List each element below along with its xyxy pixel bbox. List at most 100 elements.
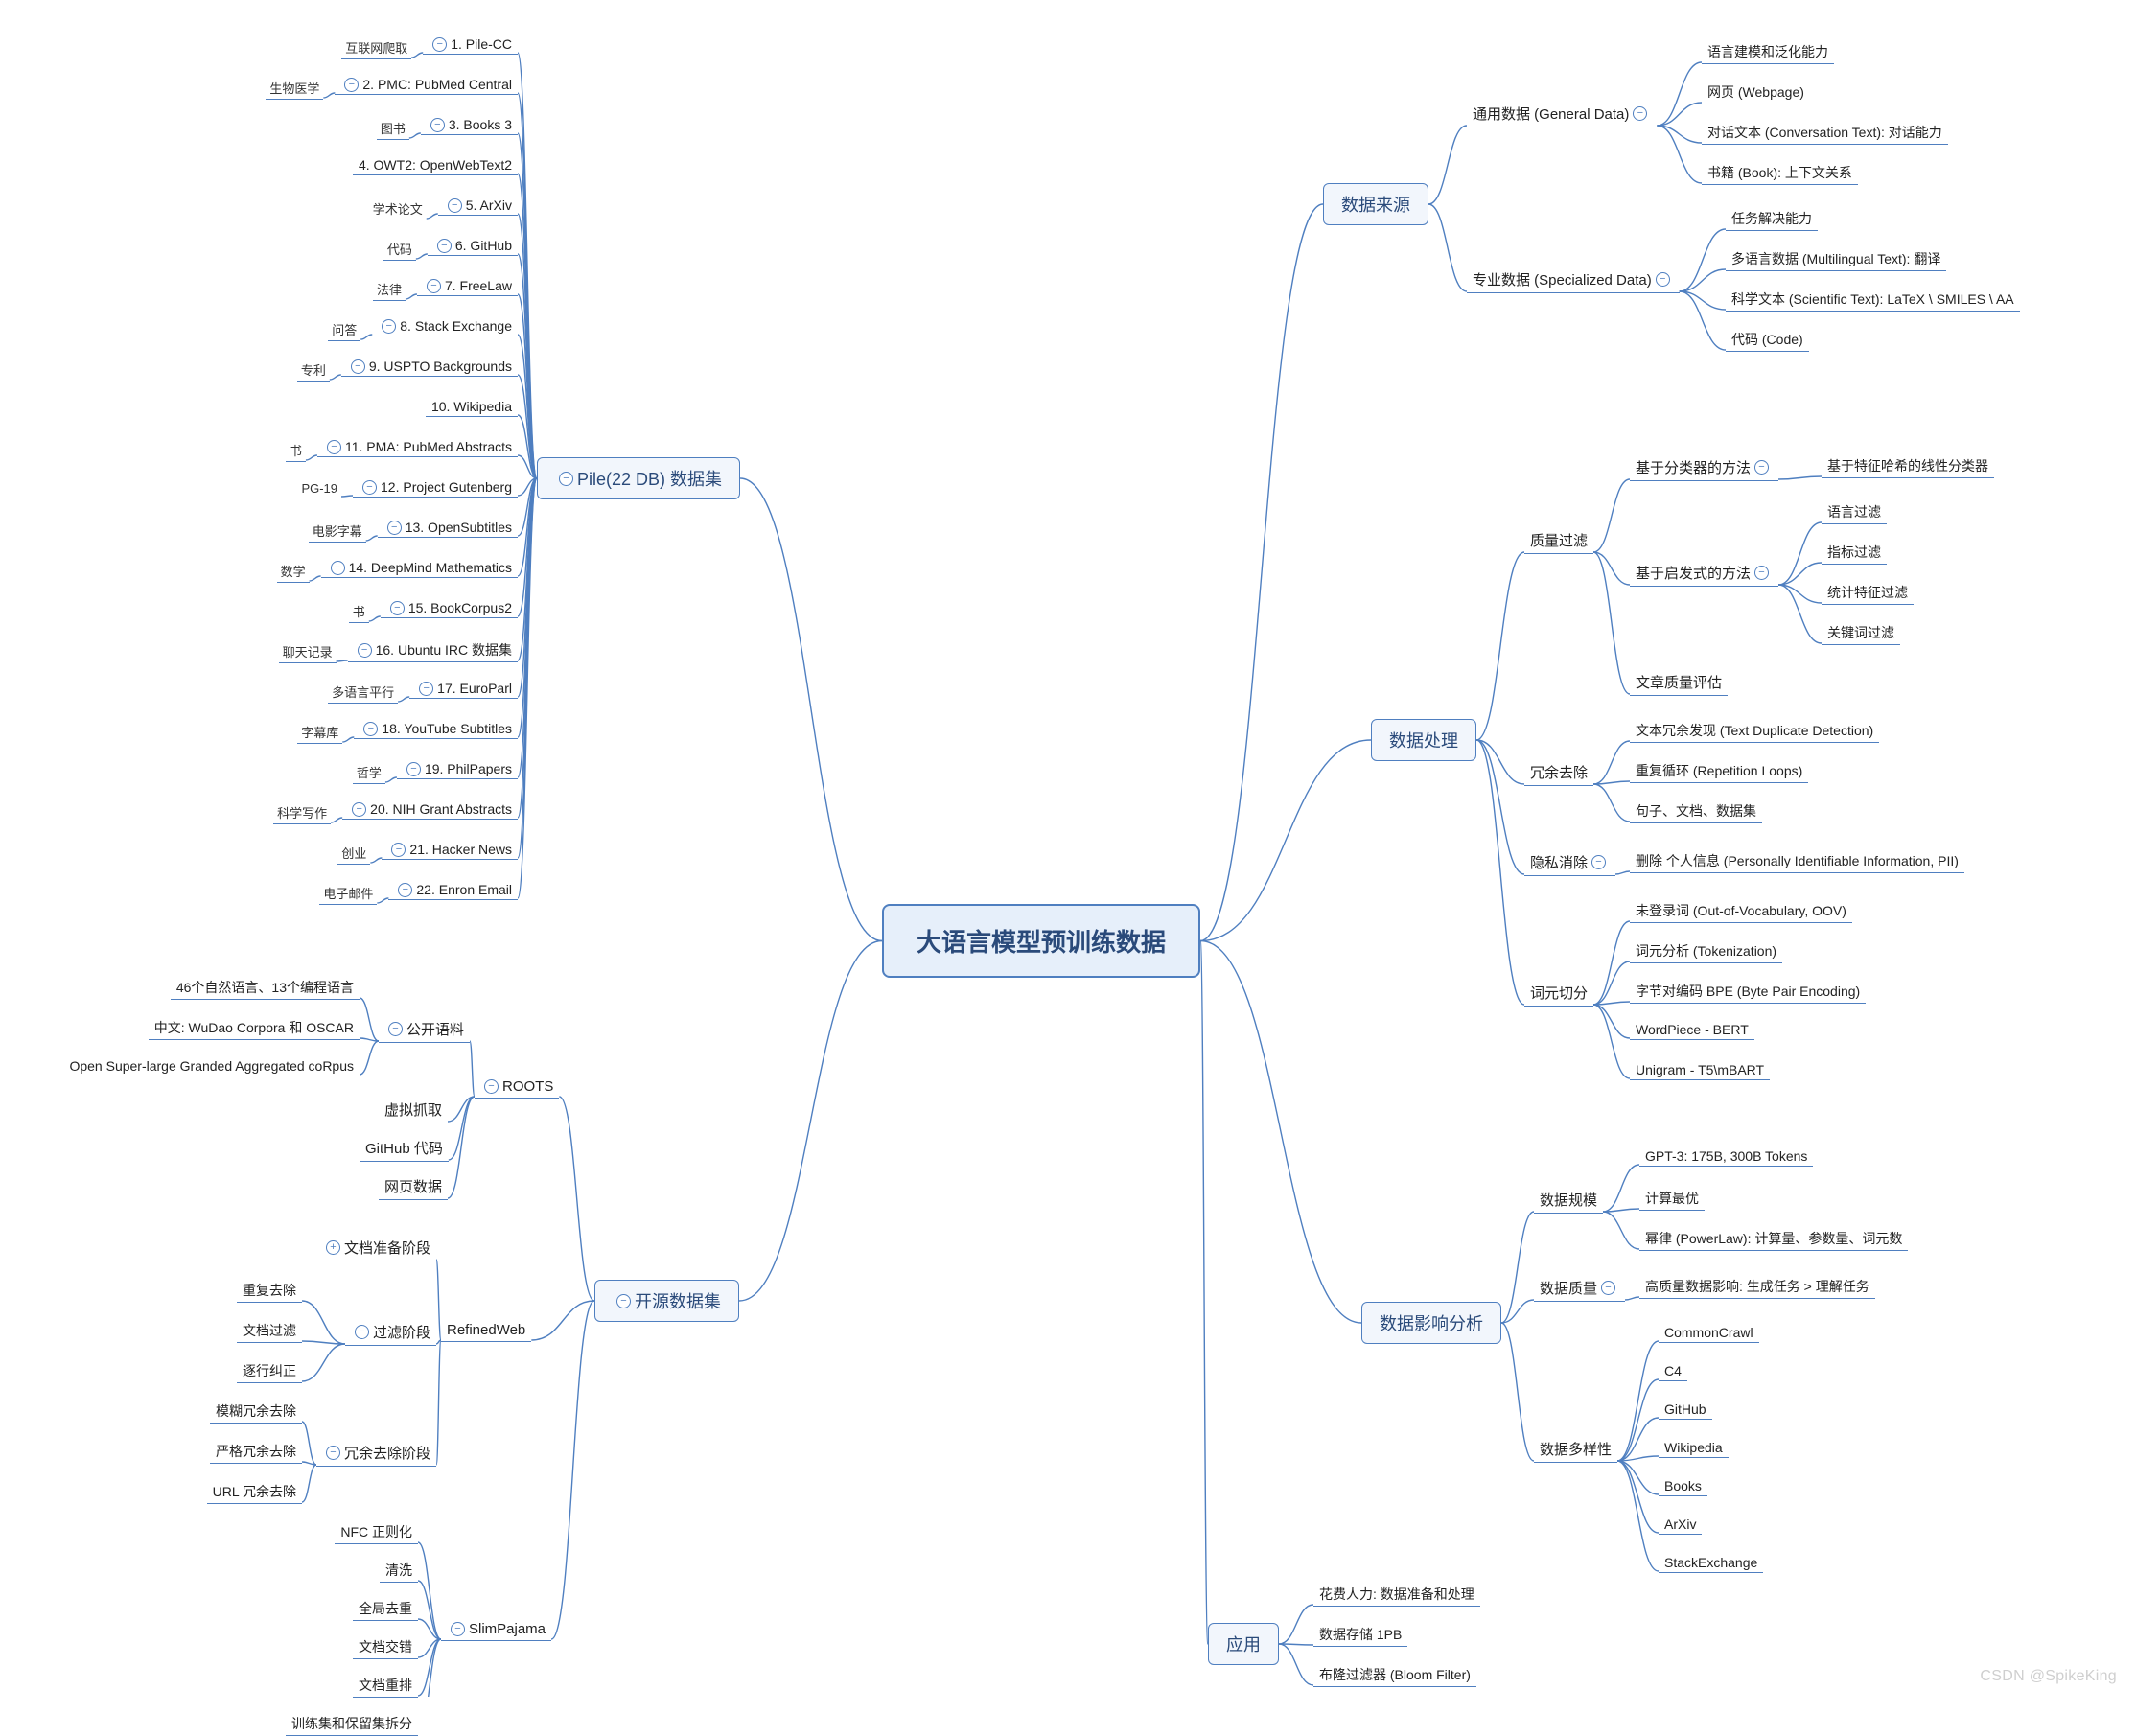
collapse-icon[interactable]: − [484,1079,499,1094]
branch-pile: −Pile(22 DB) 数据集 [537,457,740,499]
collapse-icon[interactable]: − [616,1294,631,1308]
collapse-icon[interactable]: − [1633,106,1647,121]
sub2: 基于分类器的方法− [1630,454,1778,481]
leaf: GPT-3: 175B, 300B Tokens [1639,1146,1813,1167]
watermark: CSDN @SpikeKing [1980,1668,2117,1685]
pile-item-17-label: 18. YouTube Subtitles [382,721,512,736]
collapse-icon[interactable]: − [398,883,412,897]
pile-tag-1: 生物医学 [266,77,323,100]
os-sub2: −过滤阶段 [345,1319,436,1346]
leaf: 科学文本 (Scientific Text): LaTeX \ SMILES \… [1726,288,2020,312]
collapse-icon[interactable]: − [419,682,433,696]
collapse-icon[interactable]: − [437,239,452,253]
root-node: 大语言模型预训练数据 [882,904,1200,978]
os-sub-label: SlimPajama [469,1621,546,1637]
pile-item-4-label: 5. ArXiv [466,197,512,213]
collapse-icon[interactable]: − [327,440,341,454]
collapse-icon[interactable]: − [351,359,365,374]
collapse-icon[interactable]: − [427,279,441,293]
collapse-icon[interactable]: − [358,643,372,658]
collapse-icon[interactable]: − [331,561,345,575]
pile-tag-14: 书 [349,600,369,623]
pile-item-11-label: 12. Project Gutenberg [381,479,512,495]
expand-icon[interactable]: + [326,1240,340,1255]
leaf: 模糊冗余去除 [210,1400,302,1424]
pile-item-11: −12. Project Gutenberg [353,477,518,498]
pile-item-21: −22. Enron Email [388,880,518,900]
leaf-label: 训练集和保留集拆分 [291,1714,412,1733]
collapse-icon[interactable]: − [344,78,359,92]
leaf-label: 多语言数据 (Multilingual Text): 翻译 [1731,249,1940,268]
collapse-icon[interactable]: − [390,601,405,615]
pile-tag-2: 图书 [377,117,409,140]
branch-application: 应用 [1208,1623,1279,1665]
collapse-icon[interactable]: − [355,1325,369,1339]
collapse-icon[interactable]: − [430,118,445,132]
pile-item-12: −13. OpenSubtitles [378,518,518,538]
pile-tag-1-label: 生物医学 [269,79,319,97]
collapse-icon[interactable]: − [363,722,378,736]
leaf-label: 幂律 (PowerLaw): 计算量、参数量、词元数 [1645,1229,1902,1248]
pile-item-13-label: 14. DeepMind Mathematics [349,560,512,575]
sub: 质量过滤 [1524,527,1593,554]
leaf-label: 46个自然语言、13个编程语言 [176,978,354,997]
collapse-icon[interactable]: − [1656,272,1670,287]
sub2-label: 基于启发式的方法 [1636,563,1751,583]
leaf: 高质量数据影响: 生成任务 > 理解任务 [1639,1275,1875,1299]
collapse-icon[interactable]: − [1754,566,1769,580]
leaf-label: 中文: WuDao Corpora 和 OSCAR [154,1018,354,1037]
collapse-icon[interactable]: − [1601,1281,1615,1295]
sub-label: 隐私消除 [1530,852,1588,872]
collapse-icon[interactable]: − [362,480,377,495]
branch-data-impact-label: 数据影响分析 [1380,1310,1483,1335]
pile-tag-2-label: 图书 [381,119,406,137]
collapse-icon[interactable]: − [406,762,421,776]
leaf: 字节对编码 BPE (Byte Pair Encoding) [1630,980,1866,1004]
collapse-icon[interactable]: − [382,319,396,334]
collapse-icon[interactable]: − [388,1022,403,1036]
collapse-icon[interactable]: − [559,472,573,486]
collapse-icon[interactable]: − [352,802,366,817]
leaf-label: 布隆过滤器 (Bloom Filter) [1319,1665,1471,1684]
os-sub2-label: 公开语料 [406,1019,464,1039]
sub-label: 数据质量 [1540,1278,1597,1298]
leaf: 多语言数据 (Multilingual Text): 翻译 [1726,247,1946,271]
os-sub: −SlimPajama [441,1618,551,1641]
pile-item-2: −3. Books 3 [421,115,518,135]
collapse-icon[interactable]: − [326,1446,340,1460]
collapse-icon[interactable]: − [387,521,402,535]
pile-item-19-label: 20. NIH Grant Abstracts [370,801,512,817]
branch-pile-label: Pile(22 DB) 数据集 [577,466,722,491]
pile-item-9: 10. Wikipedia [426,397,518,417]
pile-tag-6-label: 法律 [377,280,402,298]
pile-tag-19: 科学写作 [273,801,331,824]
os-sub2-label: 冗余去除阶段 [344,1443,430,1463]
leaf: WordPiece - BERT [1630,1020,1754,1040]
pile-tag-20-label: 创业 [341,844,366,862]
collapse-icon[interactable]: − [432,37,447,52]
leaf: 中文: WuDao Corpora 和 OSCAR [149,1016,360,1040]
leaf: 逐行纠正 [237,1359,302,1383]
pile-tag-7: 问答 [328,318,360,341]
leaf-label: GPT-3: 175B, 300B Tokens [1645,1148,1807,1164]
collapse-icon[interactable]: − [1754,460,1769,475]
pile-item-14-label: 15. BookCorpus2 [408,600,512,615]
sub-label: 冗余去除 [1530,762,1588,782]
sub-0-label: 通用数据 (General Data) [1473,104,1629,124]
pile-item-1-label: 2. PMC: PubMed Central [362,77,512,92]
leaf: 数据存储 1PB [1313,1623,1407,1647]
pile-item-5: −6. GitHub [428,236,518,256]
collapse-icon[interactable]: − [391,843,406,857]
pile-item-2-label: 3. Books 3 [449,117,512,132]
leaf-label: 文档过滤 [243,1321,296,1340]
pile-tag-21-label: 电子邮件 [323,884,373,902]
collapse-icon[interactable]: − [1591,855,1606,869]
collapse-icon[interactable]: − [451,1622,465,1636]
leaf-label: 对话文本 (Conversation Text): 对话能力 [1707,123,1942,142]
leaf-label: 网页 (Webpage) [1707,82,1804,102]
pile-tag-14-label: 书 [353,602,365,620]
leaf: 代码 (Code) [1726,328,1809,352]
pile-item-10: −11. PMA: PubMed Abstracts [317,437,518,457]
leaf-label: Unigram - T5\mBART [1636,1062,1764,1077]
collapse-icon[interactable]: − [448,198,462,213]
